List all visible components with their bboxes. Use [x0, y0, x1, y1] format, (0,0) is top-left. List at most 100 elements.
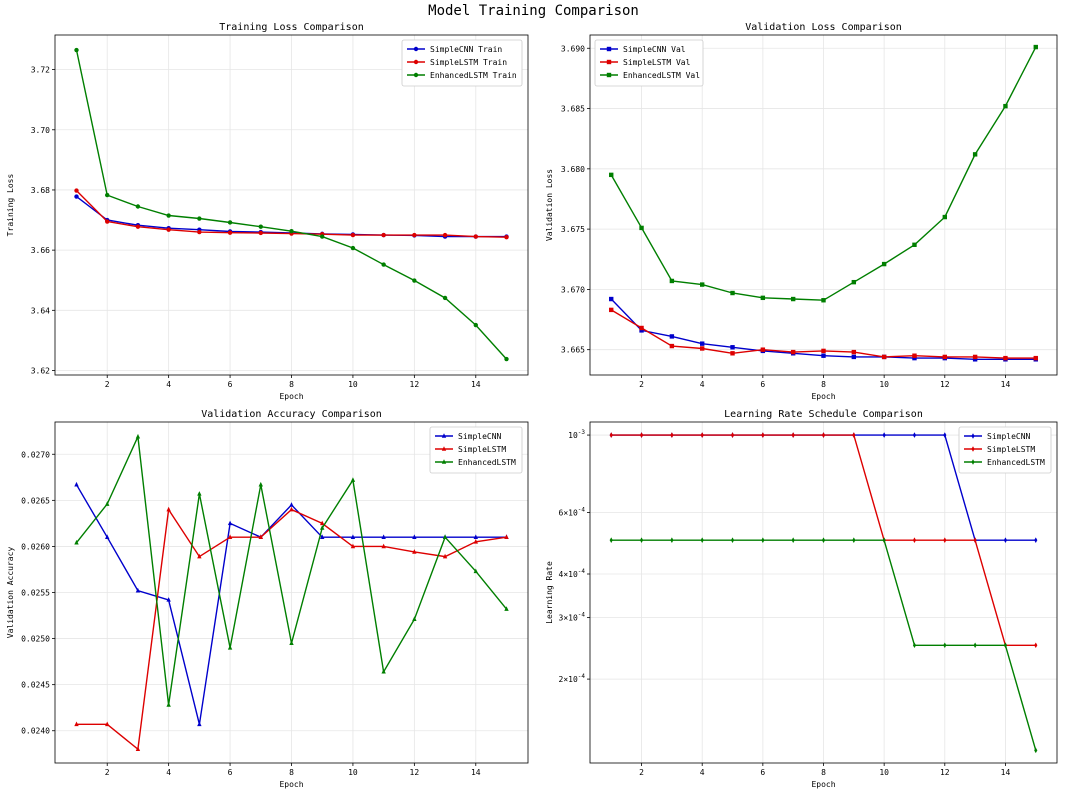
data-point — [166, 702, 171, 707]
x-tick-label: 4 — [166, 380, 171, 389]
data-point — [227, 230, 233, 235]
data-point — [912, 242, 917, 247]
x-tick-label: 10 — [879, 768, 889, 777]
data-point — [821, 432, 826, 438]
x-tick-label: 10 — [348, 380, 358, 389]
data-point — [669, 343, 675, 349]
x-tick-label: 6 — [760, 380, 765, 389]
data-point — [350, 232, 356, 238]
data-point — [851, 349, 857, 355]
y-tick-label: 3.665 — [561, 346, 585, 355]
data-point — [105, 534, 110, 540]
data-point — [821, 537, 826, 543]
data-point — [971, 459, 975, 465]
data-point — [942, 354, 947, 360]
data-point — [700, 537, 704, 543]
data-point — [606, 59, 612, 65]
data-point — [473, 322, 478, 328]
data-point — [441, 446, 447, 451]
legend-label: SimpleCNN Train — [430, 45, 502, 54]
data-point — [730, 537, 735, 543]
data-point — [381, 534, 386, 540]
data-point — [790, 349, 796, 355]
y-axis-label: Validation Accuracy — [6, 547, 15, 639]
data-point — [821, 298, 826, 303]
data-point — [413, 59, 419, 65]
y-tick-label: 0.0240 — [21, 727, 50, 736]
data-point — [289, 228, 294, 234]
data-point — [1003, 642, 1008, 649]
data-point — [442, 553, 448, 559]
legend: SimpleCNN Train SimpleLSTM Train EnhancedL… — [401, 39, 523, 87]
data-point — [791, 537, 795, 543]
data-point — [730, 432, 735, 438]
data-point — [166, 213, 171, 218]
data-point — [609, 172, 614, 178]
data-point — [943, 537, 947, 543]
data-point — [166, 597, 171, 602]
data-point — [1033, 44, 1038, 50]
legend-box — [401, 39, 523, 87]
data-point — [289, 640, 294, 645]
data-point — [852, 537, 856, 543]
legend-label: SimpleLSTM — [458, 445, 506, 454]
data-point — [227, 520, 233, 526]
y-tick-label: 2×10-4 — [559, 673, 586, 684]
legend-label: SimpleLSTM Val — [623, 58, 691, 67]
data-point — [135, 746, 141, 751]
figure-title: Model Training Comparison — [428, 3, 639, 19]
data-point — [227, 534, 233, 540]
data-point — [609, 432, 613, 438]
x-tick-label: 10 — [348, 768, 358, 777]
data-point — [609, 307, 614, 313]
y-tick-label: 3.66 — [31, 246, 50, 255]
data-point — [74, 188, 79, 193]
data-point — [413, 46, 419, 52]
data-point — [821, 348, 826, 354]
data-point — [258, 230, 263, 236]
x-tick-label: 12 — [410, 768, 420, 777]
data-point — [882, 432, 886, 438]
y-tick-label: 3.68 — [31, 186, 50, 195]
data-point — [942, 214, 947, 220]
data-point — [700, 432, 704, 438]
x-tick-label: 12 — [940, 768, 950, 777]
y-tick-label: 3.670 — [561, 285, 585, 294]
data-point — [350, 477, 356, 482]
subplot-3: 2 4 6 8 10 12 14 0.0240 0.0245 0.0250 0.0255 0.0260… — [6, 409, 529, 789]
x-tick-label: 6 — [228, 768, 233, 777]
x-tick-label: 12 — [940, 380, 950, 389]
data-point — [760, 295, 766, 301]
data-point — [606, 46, 612, 52]
data-point — [609, 296, 614, 302]
data-point — [412, 549, 417, 554]
data-point — [973, 537, 977, 543]
data-point — [912, 353, 917, 358]
data-point — [821, 353, 826, 358]
data-point — [1003, 103, 1008, 109]
data-point — [761, 537, 765, 543]
data-point — [320, 525, 325, 530]
data-point — [74, 481, 79, 487]
data-point — [74, 539, 79, 545]
data-point — [609, 537, 613, 543]
data-point — [760, 347, 766, 352]
data-point — [441, 433, 447, 438]
data-point — [74, 47, 79, 53]
x-tick-label: 10 — [879, 380, 889, 389]
x-axis-label: Epoch — [279, 780, 303, 789]
data-point — [166, 227, 171, 232]
data-point — [350, 543, 356, 549]
y-axis-label: Learning Rate — [545, 561, 554, 624]
data-point — [258, 224, 263, 229]
y-tick-label: 4×10-4 — [559, 568, 586, 579]
y-axis-label: Validation Loss — [545, 169, 554, 241]
x-tick-label: 12 — [410, 380, 420, 389]
data-point — [639, 432, 644, 438]
y-tick-label: 3.62 — [31, 366, 50, 375]
y-tick-label: 6×10-4 — [559, 507, 586, 518]
data-point — [851, 354, 857, 360]
legend-label: EnhancedLSTM — [987, 458, 1045, 467]
subplot-2: 2 4 6 8 10 12 14 3.665 3.670 3.675 3.680 3.685 3.690… — [545, 22, 1058, 401]
data-point — [197, 553, 202, 559]
